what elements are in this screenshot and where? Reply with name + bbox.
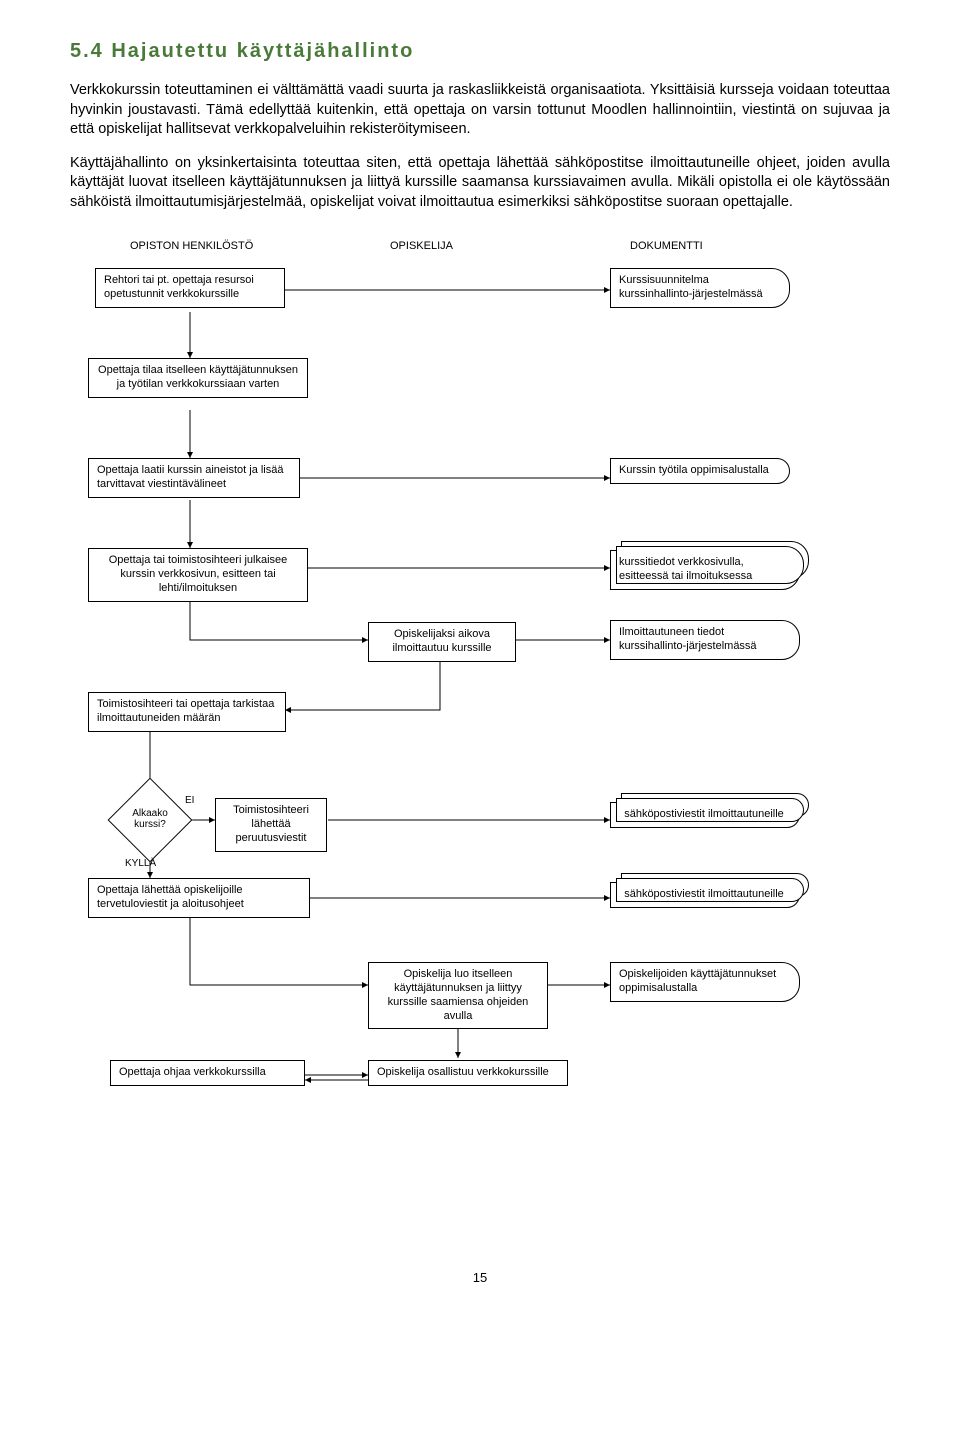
doc-kurssitiedot: kurssitiedot verkkosivulla, esitteessä t…	[610, 550, 800, 590]
box-rehtori: Rehtori tai pt. opettaja resursoi opetus…	[95, 268, 285, 308]
box-ohjaa: Opettaja ohjaa verkkokurssilla	[110, 1060, 305, 1086]
box-luo-tunnus: Opiskelija luo itselleen käyttäjätunnuks…	[368, 962, 548, 1029]
box-julkaisee: Opettaja tai toimistosihteeri julkaisee …	[88, 548, 308, 601]
edge-kylla: KYLLÄ	[125, 858, 156, 869]
doc-ilmoittautuneen: Ilmoittautuneen tiedot kurssihallinto-jä…	[610, 620, 800, 660]
doc-kurssisuunnitelma: Kurssisuunnitelma kurssinhallinto-järjes…	[610, 268, 790, 308]
section-heading: 5.4 Hajautettu käyttäjähallinto	[70, 40, 890, 63]
doc-tyotila: Kurssin työtila oppimisalustalla	[610, 458, 790, 484]
box-ilmoittautuu: Opiskelijaksi aikova ilmoittautuu kurssi…	[368, 622, 516, 662]
box-tervetuloviestit: Opettaja lähettää opiskelijoille tervetu…	[88, 878, 310, 918]
decision-label: Alkaako kurssi?	[120, 808, 180, 830]
page-number: 15	[70, 1270, 890, 1285]
col-head-document: DOKUMENTTI	[630, 240, 703, 252]
doc-sahkoposti-2: sähköpostiviestit ilmoittautuneille	[610, 882, 800, 908]
col-head-staff: OPISTON HENKILÖSTÖ	[130, 240, 253, 252]
box-tilaa-tunnus: Opettaja tilaa itselleen käyttäjätunnuks…	[88, 358, 308, 398]
doc-sahkoposti-1: sähköpostiviestit ilmoittautuneille	[610, 802, 800, 828]
doc-tunnukset: Opiskelijoiden käyttäjätunnukset oppimis…	[610, 962, 800, 1002]
flowchart: OPISTON HENKILÖSTÖ OPISKELIJA DOKUMENTTI…	[70, 240, 890, 1240]
edge-ei: EI	[185, 795, 194, 806]
box-laatii-aineistot: Opettaja laatii kurssin aineistot ja lis…	[88, 458, 300, 498]
col-head-student: OPISKELIJA	[390, 240, 453, 252]
paragraph-2: Käyttäjähallinto on yksinkertaisinta tot…	[70, 154, 890, 213]
box-peruutusviestit: Toimistosihteeri lähettää peruutusviesti…	[215, 798, 327, 851]
box-tarkistaa: Toimistosihteeri tai opettaja tarkistaa …	[88, 692, 286, 732]
paragraph-1: Verkkokurssin toteuttaminen ei välttämät…	[70, 81, 890, 140]
box-osallistuu: Opiskelija osallistuu verkkokurssille	[368, 1060, 568, 1086]
